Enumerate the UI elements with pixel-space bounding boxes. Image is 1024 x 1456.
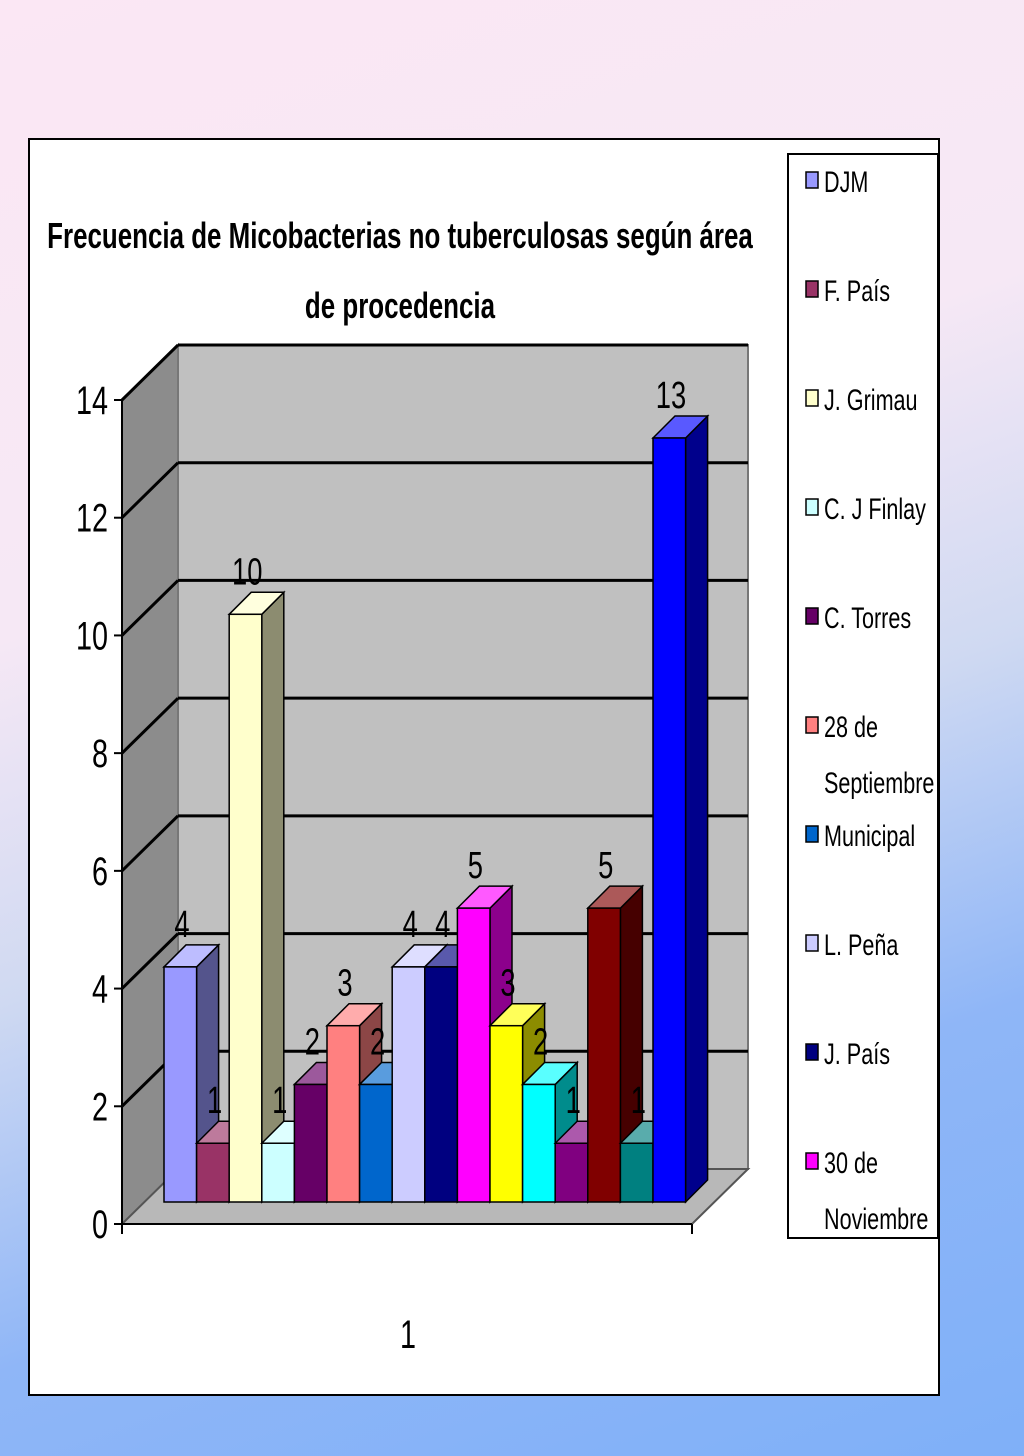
- gridline-side: [120, 579, 180, 637]
- bar: [489, 1024, 524, 1203]
- legend-label: C. Torres: [824, 600, 911, 634]
- gridline-side: [120, 814, 180, 872]
- data-label: 1: [207, 1080, 222, 1122]
- data-label: 1: [631, 1080, 646, 1122]
- legend-label: 30 de: [824, 1145, 878, 1179]
- data-label: 4: [174, 904, 189, 946]
- data-label: 10: [232, 551, 262, 593]
- data-label: 2: [533, 1021, 548, 1063]
- y-tick-label: 4: [92, 967, 108, 1012]
- gridline-side: [120, 697, 180, 755]
- legend-swatch: [805, 825, 819, 843]
- bar: [228, 613, 263, 1203]
- legend-swatch: [805, 498, 819, 516]
- y-tick-label: 12: [76, 496, 108, 541]
- bar: [456, 907, 491, 1203]
- bar: [521, 1083, 556, 1203]
- bar: [195, 1142, 230, 1203]
- data-label: 13: [656, 375, 686, 417]
- bar: [652, 437, 687, 1203]
- y-tick-label: 0: [92, 1202, 108, 1247]
- data-label: 1: [566, 1080, 581, 1122]
- legend-label: 28 de: [824, 709, 878, 743]
- chart-title: de procedencia: [305, 286, 496, 326]
- data-label: 3: [337, 962, 352, 1004]
- bar: [358, 1083, 393, 1203]
- y-tick-label: 14: [76, 378, 108, 423]
- legend-label: F. País: [824, 273, 890, 307]
- bar: [391, 966, 426, 1203]
- bar: [293, 1083, 328, 1203]
- legend-swatch: [805, 171, 819, 189]
- gridline-side: [120, 461, 180, 519]
- legend-swatch: [805, 607, 819, 625]
- legend-swatch: [805, 389, 819, 407]
- bar: [554, 1142, 589, 1203]
- legend-label: J. País: [824, 1036, 890, 1070]
- legend-swatch: [805, 1043, 819, 1061]
- data-label: 5: [468, 845, 483, 887]
- bar-side: [684, 414, 709, 1204]
- y-tick-label: 10: [76, 614, 108, 659]
- y-tick-label: 6: [92, 849, 108, 894]
- legend-label: L. Peña: [824, 927, 899, 961]
- data-label: 1: [272, 1080, 287, 1122]
- legend-swatch: [805, 934, 819, 952]
- bar: [619, 1142, 654, 1203]
- legend-label: J. Grimau: [824, 382, 918, 416]
- chart-title: Frecuencia de Micobacterias no tuberculo…: [47, 216, 753, 256]
- legend-swatch: [805, 280, 819, 298]
- data-label: 4: [435, 904, 450, 946]
- legend-label: Noviembre: [824, 1201, 928, 1235]
- data-label: 3: [500, 962, 515, 1004]
- legend-box: [787, 153, 939, 1239]
- chart-frame: 0 2 4 6 8 10 12 14 1 4 1 10 1 2 3 2 4 4 5 3 2 1 5 1 13 Frecuencia…: [28, 138, 940, 1396]
- x-tick-label: 1: [400, 1312, 416, 1357]
- data-label: 2: [370, 1021, 385, 1063]
- legend-label: Municipal: [824, 818, 915, 852]
- legend-label: C. J Finlay: [824, 491, 927, 525]
- bar: [424, 966, 459, 1203]
- bar: [587, 907, 622, 1203]
- bar: [163, 966, 198, 1203]
- data-label: 5: [598, 845, 613, 887]
- data-label: 4: [403, 904, 418, 946]
- legend-label: Septiembre: [824, 765, 934, 799]
- legend-swatch: [805, 1152, 819, 1170]
- data-label: 2: [305, 1021, 320, 1063]
- bar: [261, 1142, 296, 1203]
- gridline-side: [120, 343, 180, 402]
- gridline-side: [120, 932, 180, 990]
- y-tick-label: 8: [92, 732, 108, 777]
- legend-label: DJM: [824, 164, 868, 198]
- bar: [326, 1024, 361, 1203]
- legend-swatch: [805, 716, 819, 734]
- y-tick-label: 2: [92, 1085, 108, 1130]
